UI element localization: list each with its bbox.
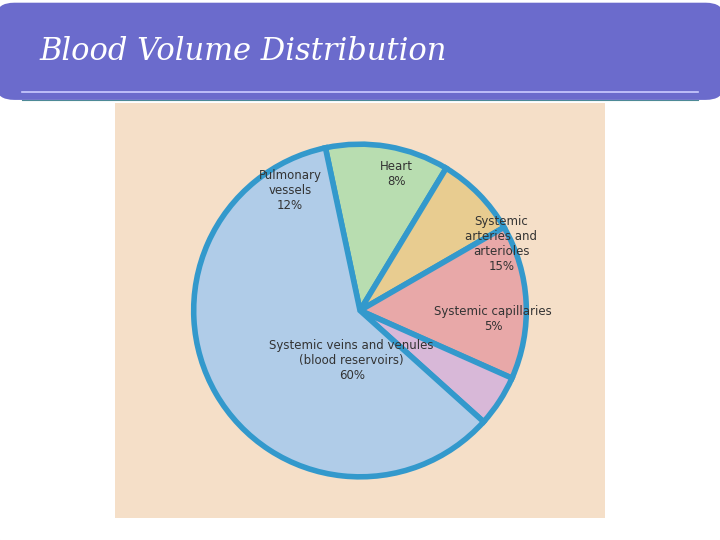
Text: Heart
8%: Heart 8% bbox=[380, 160, 413, 188]
Wedge shape bbox=[360, 168, 504, 310]
Text: Blood Volume Distribution: Blood Volume Distribution bbox=[40, 36, 447, 67]
Text: Systemic veins and venules
(blood reservoirs)
60%: Systemic veins and venules (blood reserv… bbox=[269, 339, 434, 382]
Wedge shape bbox=[325, 144, 446, 310]
FancyBboxPatch shape bbox=[0, 3, 720, 100]
FancyBboxPatch shape bbox=[115, 103, 605, 518]
Text: Pulmonary
vessels
12%: Pulmonary vessels 12% bbox=[258, 169, 322, 212]
Wedge shape bbox=[360, 227, 526, 378]
Text: Systemic
arteries and
arterioles
15%: Systemic arteries and arterioles 15% bbox=[465, 215, 537, 273]
Wedge shape bbox=[360, 310, 512, 422]
Text: Systemic capillaries
5%: Systemic capillaries 5% bbox=[434, 305, 552, 333]
Wedge shape bbox=[194, 148, 484, 477]
